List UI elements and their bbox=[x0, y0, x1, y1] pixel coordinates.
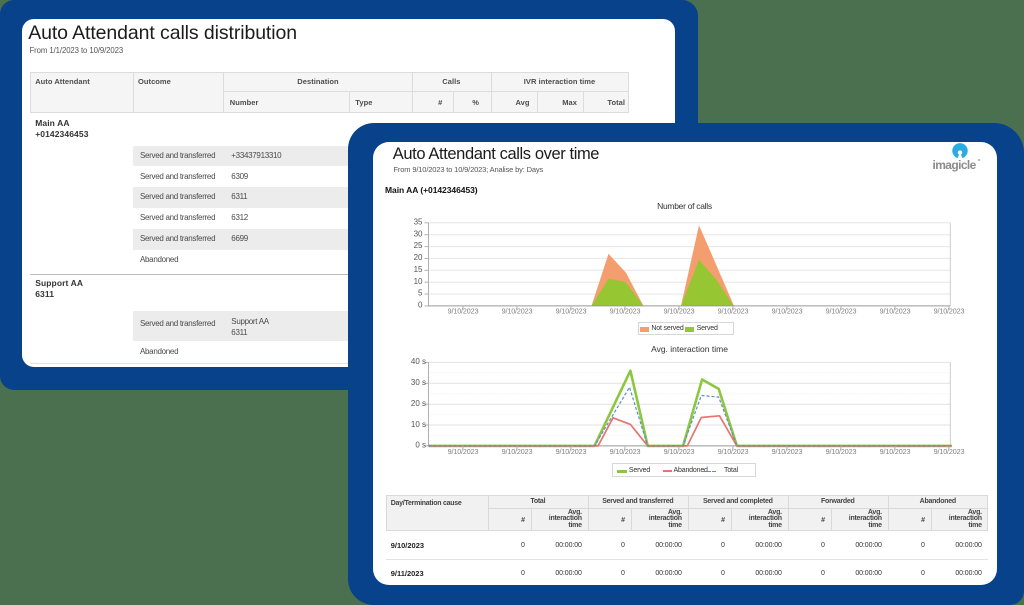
svg-text:9/10/2023: 9/10/2023 bbox=[934, 307, 965, 316]
svg-text:35: 35 bbox=[414, 218, 423, 227]
svg-text:0 s: 0 s bbox=[415, 441, 426, 450]
svg-text:9/10/2023: 9/10/2023 bbox=[502, 447, 533, 456]
svg-text:9/10/2023: 9/10/2023 bbox=[718, 307, 749, 316]
svg-text:9/10/2023: 9/10/2023 bbox=[610, 447, 641, 456]
svg-text:10: 10 bbox=[414, 277, 423, 286]
svg-text:9/10/2023: 9/10/2023 bbox=[880, 307, 911, 316]
svg-text:40 s: 40 s bbox=[411, 357, 426, 366]
svg-text:20: 20 bbox=[414, 253, 423, 262]
svg-text:15: 15 bbox=[414, 265, 423, 274]
svg-text:9/10/2023: 9/10/2023 bbox=[448, 307, 479, 316]
svg-text:9/10/2023: 9/10/2023 bbox=[664, 307, 695, 316]
svg-text:9/10/2023: 9/10/2023 bbox=[772, 307, 803, 316]
svg-text:9/10/2023: 9/10/2023 bbox=[610, 307, 641, 316]
svg-text:0: 0 bbox=[418, 301, 423, 310]
svg-text:9/10/2023: 9/10/2023 bbox=[664, 447, 695, 456]
svg-text:9/10/2023: 9/10/2023 bbox=[772, 447, 803, 456]
svg-text:30 s: 30 s bbox=[411, 378, 426, 387]
svg-text:9/10/2023: 9/10/2023 bbox=[880, 447, 911, 456]
svg-text:9/10/2023: 9/10/2023 bbox=[826, 447, 857, 456]
svg-text:9/10/2023: 9/10/2023 bbox=[556, 307, 587, 316]
svg-text:9/10/2023: 9/10/2023 bbox=[826, 307, 857, 316]
svg-text:9/10/2023: 9/10/2023 bbox=[556, 447, 587, 456]
svg-text:9/10/2023: 9/10/2023 bbox=[502, 307, 533, 316]
svg-text:9/10/2023: 9/10/2023 bbox=[448, 447, 479, 456]
svg-text:9/10/2023: 9/10/2023 bbox=[934, 447, 965, 456]
svg-text:20 s: 20 s bbox=[411, 399, 426, 408]
svg-text:25: 25 bbox=[414, 241, 423, 250]
svg-text:30: 30 bbox=[414, 229, 423, 238]
svg-text:10 s: 10 s bbox=[411, 420, 426, 429]
svg-text:5: 5 bbox=[418, 289, 423, 298]
svg-text:9/10/2023: 9/10/2023 bbox=[718, 447, 749, 456]
